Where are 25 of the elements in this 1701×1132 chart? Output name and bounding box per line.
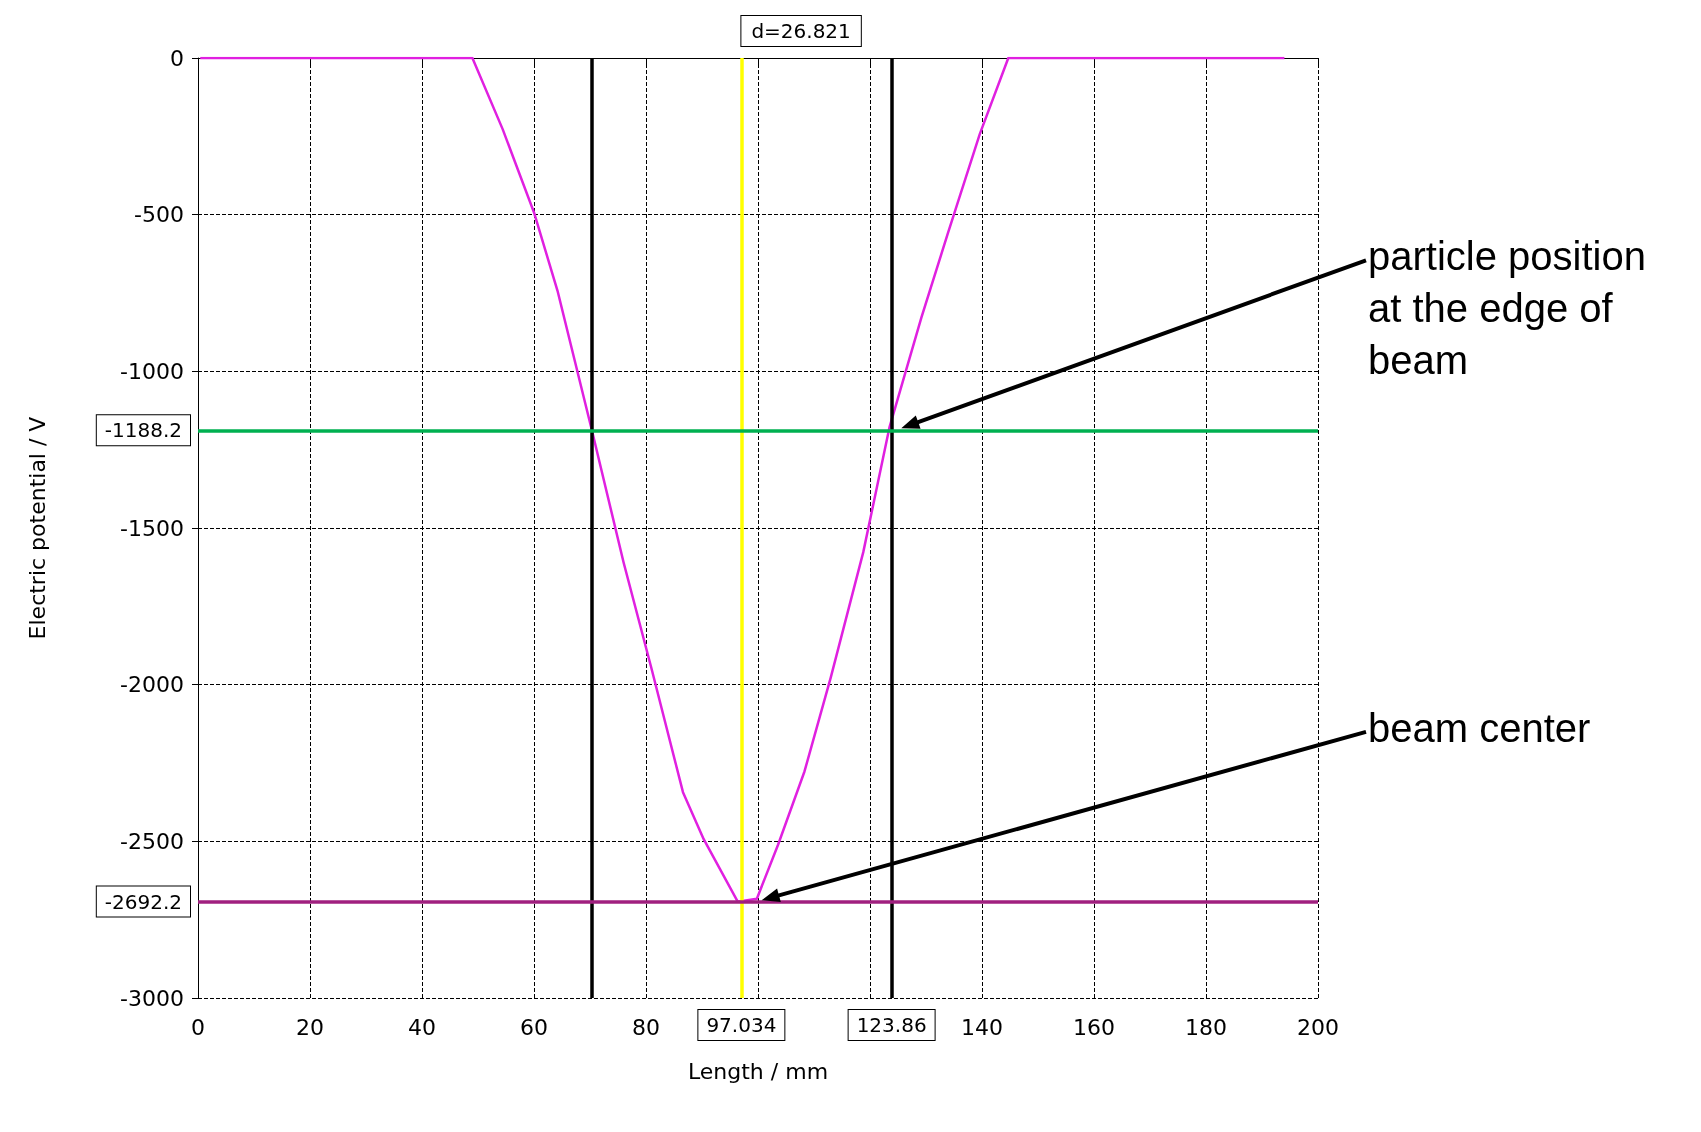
y-tick-label: -2000: [120, 672, 184, 698]
x-tick-label: 180: [1185, 1014, 1227, 1040]
ref-line-label: -1188.2: [104, 418, 182, 443]
y-tick-label: -1000: [120, 358, 184, 384]
y-axis-title: Electric potential / V: [24, 416, 50, 640]
x-tick-label: 200: [1297, 1014, 1339, 1040]
x-tick-label: 140: [961, 1014, 1003, 1040]
y-tick-label: 0: [170, 45, 184, 71]
ref-line-label: 97.034: [706, 1013, 777, 1037]
x-tick-label: 0: [191, 1014, 205, 1040]
x-tick-label: 160: [1073, 1014, 1115, 1040]
text: beam center: [1368, 705, 1591, 750]
y-tick-label: -2500: [120, 828, 184, 854]
y-tick-label: -3000: [120, 985, 184, 1011]
ref-line-label: -2692.2: [104, 889, 182, 914]
text: d=26.821: [751, 19, 851, 43]
x-tick-label: 20: [296, 1014, 324, 1040]
y-tick-label: -1500: [120, 515, 184, 541]
x-tick-label: 80: [632, 1014, 660, 1040]
text: particle position at the edge of beam: [1368, 234, 1658, 383]
ref-line-label: 123.86: [856, 1013, 927, 1037]
x-axis-title: Length / mm: [687, 1058, 829, 1084]
y-tick-label: -500: [134, 202, 184, 228]
x-tick-label: 60: [520, 1014, 548, 1040]
x-tick-label: 40: [408, 1014, 436, 1040]
